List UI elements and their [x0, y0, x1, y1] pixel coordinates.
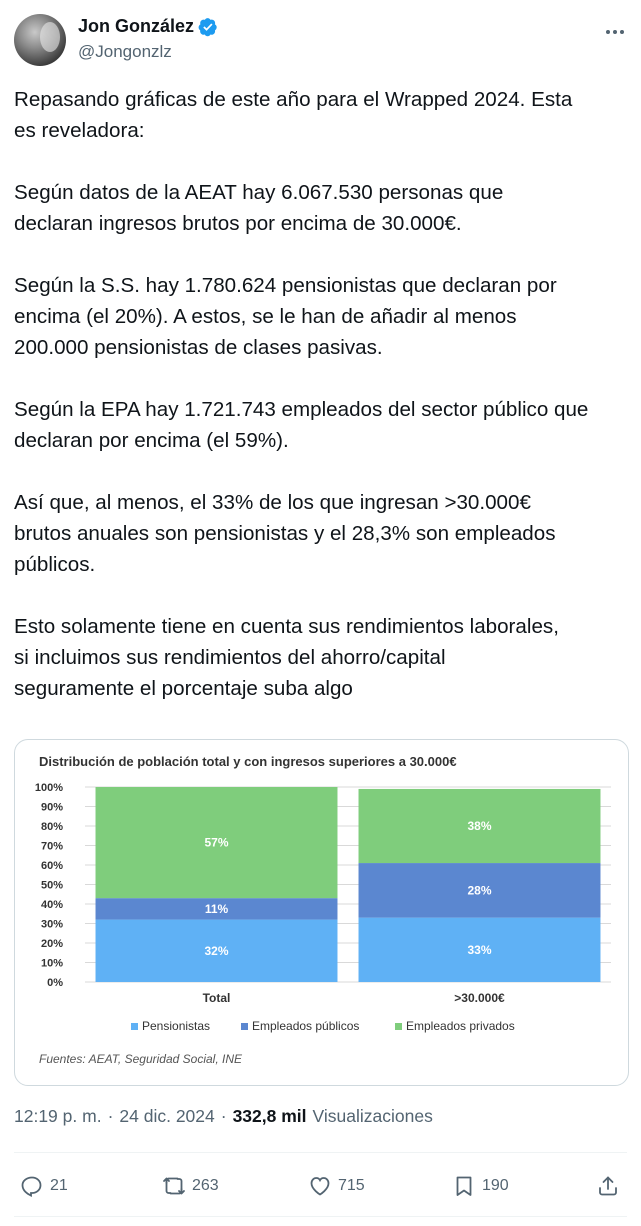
meta-separator: · [220, 1106, 227, 1126]
bookmark-icon [456, 1176, 472, 1196]
like-count: 715 [338, 1177, 365, 1194]
chart-image-card[interactable]: Distribución de población total y con in… [14, 739, 629, 1086]
repost-button[interactable]: 263 [162, 1168, 219, 1204]
heart-icon [310, 1177, 330, 1196]
legend-swatch [395, 1023, 402, 1030]
like-button[interactable]: 715 [308, 1168, 365, 1204]
data-label: 33% [467, 943, 491, 957]
tweet-header: Jon González @Jongonzlz [14, 14, 627, 70]
y-tick-label: 20% [41, 938, 63, 950]
x-tick-label: Total [203, 991, 231, 1005]
legend-label: Pensionistas [142, 1019, 210, 1033]
bar-segment [358, 917, 601, 982]
y-tick-label: 70% [41, 841, 63, 853]
bar-segment [358, 863, 601, 918]
author-handle[interactable]: @Jongonzlz [78, 42, 172, 61]
y-tick-label: 40% [41, 899, 63, 911]
bar-segment [95, 898, 338, 920]
verified-badge-icon [198, 17, 217, 36]
views-label: Visualizaciones [312, 1106, 433, 1126]
reply-button[interactable]: 21 [20, 1168, 68, 1204]
views-count: 332,8 mil [232, 1106, 307, 1126]
tweet-time[interactable]: 12:19 p. m. [14, 1106, 102, 1126]
tweet-date[interactable]: 24 dic. 2024 [119, 1106, 215, 1126]
y-tick-label: 60% [41, 860, 63, 872]
bookmark-button[interactable]: 190 [452, 1168, 509, 1204]
bar-segment [95, 919, 338, 982]
y-tick-label: 10% [41, 958, 63, 970]
tweet-meta: 12:19 p. m. · 24 dic. 2024 · 332,8 mil V… [14, 1106, 433, 1127]
tweet-text: Repasando gráficas de este año para el W… [14, 88, 589, 700]
more-icon[interactable] [603, 22, 627, 42]
reply-icon [21, 1176, 42, 1197]
author-name-row: Jon González [78, 16, 218, 37]
y-tick-label: 80% [41, 821, 63, 833]
legend-swatch [131, 1023, 138, 1030]
data-label: 32% [204, 944, 228, 958]
data-label: 57% [204, 836, 228, 850]
data-label: 38% [467, 819, 491, 833]
stacked-bar-chart: 0% 10% 20% 30% 40% 50% 60% 70% 80% 90% 100% 32% 11% 5… [35, 782, 611, 1033]
x-tick-label: >30.000€ [454, 991, 505, 1005]
bar-segment [358, 788, 601, 864]
y-tick-label: 50% [41, 880, 63, 892]
y-tick-label: 100% [35, 782, 63, 794]
data-label: 11% [205, 902, 229, 916]
meta-separator: · [107, 1106, 114, 1126]
chart-title: Distribución de población total y con in… [39, 754, 457, 769]
legend-label: Empleados públicos [252, 1019, 359, 1033]
y-tick-label: 30% [41, 919, 63, 931]
action-bar: 21 263 715 190 [14, 1168, 627, 1204]
legend-swatch [241, 1023, 248, 1030]
bar-segment [95, 787, 338, 899]
share-button[interactable] [596, 1168, 620, 1204]
divider [14, 1152, 627, 1153]
reply-count: 21 [50, 1177, 68, 1194]
bookmark-count: 190 [482, 1177, 509, 1194]
avatar[interactable] [14, 14, 66, 66]
legend-label: Empleados privados [406, 1019, 515, 1033]
data-label: 28% [467, 883, 491, 897]
y-tick-label: 0% [47, 977, 63, 989]
chart-sources: Fuentes: AEAT, Seguridad Social, INE [39, 1052, 242, 1066]
repost-icon [163, 1177, 185, 1195]
repost-count: 263 [192, 1177, 219, 1194]
y-tick-label: 90% [41, 802, 63, 814]
share-icon [599, 1176, 617, 1196]
divider [14, 1216, 627, 1217]
author-name[interactable]: Jon González [78, 16, 195, 36]
